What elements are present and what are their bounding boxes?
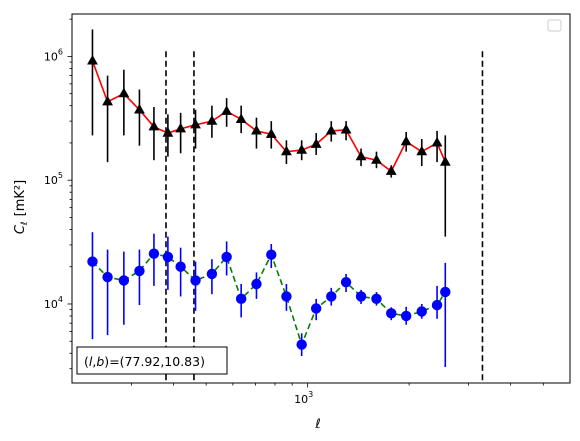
series-1-point: [134, 103, 145, 114]
series-1-point: [235, 113, 247, 123]
series-1-point: [251, 124, 262, 135]
series-2-point: [326, 291, 337, 302]
y-tick-label: 104: [44, 295, 63, 311]
series-2-point: [162, 251, 174, 263]
x-tick-label: 103: [294, 390, 313, 406]
series-2-point: [206, 268, 218, 280]
y-tick-label: 106: [44, 47, 63, 63]
series-1-point: [400, 135, 412, 146]
series-1-point: [371, 154, 382, 164]
series-1-point: [102, 95, 113, 106]
series-2-point: [431, 299, 443, 311]
series-1-point: [221, 105, 233, 115]
series-2-point: [175, 261, 186, 272]
series-1-point: [190, 118, 201, 129]
plot-area: 103 104 105 106: [44, 13, 571, 406]
svg-text:(l,b)=(77.92,10.83): (l,b)=(77.92,10.83): [84, 354, 205, 369]
series-1-point: [431, 136, 443, 147]
series-2-point: [134, 265, 145, 277]
annotation-l: l: [89, 354, 93, 369]
series-1-point: [148, 120, 160, 131]
series-1-point: [281, 145, 292, 156]
legend-box: [547, 19, 562, 32]
series-1-point: [206, 115, 218, 125]
series-1-point: [175, 122, 187, 133]
series-2-point: [266, 249, 277, 260]
series-2-point: [416, 306, 427, 317]
plot-frame: [71, 13, 571, 384]
annotation-b: b: [96, 354, 104, 369]
series-2-point: [118, 275, 130, 286]
series-1-point: [296, 144, 308, 154]
series-2-point: [102, 271, 113, 283]
x-axis-label: ℓ: [314, 417, 320, 432]
series-2-point: [440, 286, 451, 298]
series-1-point: [325, 124, 337, 135]
series-2-point: [371, 293, 382, 305]
annotation-box: [76, 346, 228, 375]
series-1-point: [355, 150, 367, 161]
series-1-point: [340, 123, 352, 134]
series-2-point: [221, 251, 232, 263]
series-1-point: [265, 128, 277, 138]
coordinate-annotation: (l,b)=(77.92,10.83): [76, 346, 228, 375]
series-2-point: [340, 276, 352, 288]
annotation-values: =(77.92,10.83): [109, 354, 205, 369]
y-tick-label: 105: [44, 171, 63, 187]
series-1-point: [310, 138, 322, 148]
y-axis-label: Cℓ[mK²]: [13, 180, 30, 234]
series-2-point: [355, 291, 367, 302]
series-2-point: [386, 308, 397, 319]
series-2-point: [148, 248, 160, 259]
series-1-point: [162, 127, 174, 137]
series-1-point: [439, 156, 451, 166]
series-2-point: [281, 291, 292, 302]
series-2-point: [87, 256, 98, 267]
series-2-point: [400, 310, 412, 322]
series-2-point: [310, 303, 322, 314]
series-1-point: [87, 54, 98, 65]
series-2-point: [296, 339, 307, 350]
series-1-point: [118, 87, 130, 98]
series-2-point: [235, 293, 247, 305]
series-1-point: [416, 145, 428, 156]
series-2-point: [190, 275, 201, 286]
series-2-point: [251, 278, 262, 290]
series-1-point: [385, 165, 397, 175]
